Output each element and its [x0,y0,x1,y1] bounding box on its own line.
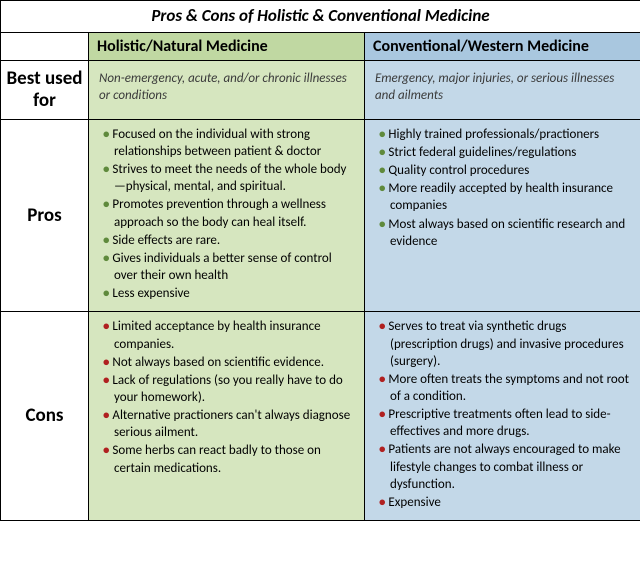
table-title: Pros & Cons of Holistic & Conventional M… [1,1,640,33]
list-item: Patients are not always encouraged to ma… [379,441,630,492]
pros-conventional: Highly trained professionals/practioners… [365,119,640,312]
pros-holistic: Focused on the individual with strong re… [89,119,365,312]
list-item: Prescriptive treatments often lead to si… [379,406,630,440]
comparison-table: Pros & Cons of Holistic & Conventional M… [0,0,640,521]
best-conventional: Emergency, major injuries, or serious il… [365,61,640,120]
list-item: Gives individuals a better sense of cont… [103,250,354,284]
list-item: More often treats the symptoms and not r… [379,371,630,405]
pros-holistic-list: Focused on the individual with strong re… [99,126,354,303]
col-header-holistic: Holistic/Natural Medicine [89,33,365,61]
list-item: Less expensive [103,285,354,302]
pros-conventional-list: Highly trained professionals/practioners… [375,126,630,250]
row-header-best: Best used for [1,61,89,120]
row-header-pros: Pros [1,119,89,312]
table-container: Pros & Cons of Holistic & Conventional M… [0,0,640,521]
list-item: Limited acceptance by health insurance c… [103,318,354,352]
corner-cell [1,33,89,61]
row-header-cons: Cons [1,312,89,521]
list-item: Most always based on scientific research… [379,216,630,250]
list-item: Not always based on scientific evidence. [103,354,354,371]
list-item: Promotes prevention through a wellness a… [103,196,354,230]
list-item: Strives to meet the needs of the whole b… [103,161,354,195]
list-item: Highly trained professionals/practioners [379,126,630,143]
list-item: Some herbs can react badly to those on c… [103,442,354,476]
cons-holistic-list: Limited acceptance by health insurance c… [99,318,354,476]
cons-conventional-list: Serves to treat via synthetic drugs (pre… [375,318,630,511]
list-item: Serves to treat via synthetic drugs (pre… [379,318,630,369]
list-item: Lack of regulations (so you really have … [103,372,354,406]
best-holistic: Non-emergency, acute, and/or chronic ill… [89,61,365,120]
list-item: Quality control procedures [379,162,630,179]
list-item: Alternative practioners can't always dia… [103,407,354,441]
list-item: Expensive [379,494,630,511]
list-item: Side effects are rare. [103,232,354,249]
list-item: Focused on the individual with strong re… [103,126,354,160]
list-item: Strict federal guidelines/regulations [379,144,630,161]
cons-conventional: Serves to treat via synthetic drugs (pre… [365,312,640,521]
col-header-conventional: Conventional/Western Medicine [365,33,640,61]
list-item: More readily accepted by health insuranc… [379,180,630,214]
cons-holistic: Limited acceptance by health insurance c… [89,312,365,521]
